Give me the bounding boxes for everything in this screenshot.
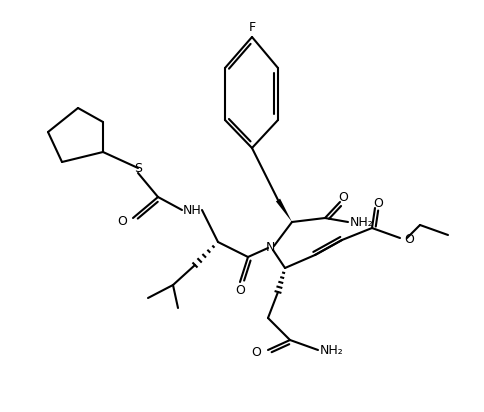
Text: F: F (248, 21, 255, 33)
Text: NH₂: NH₂ (319, 344, 343, 356)
Text: NH₂: NH₂ (349, 215, 373, 229)
Polygon shape (275, 199, 291, 222)
Text: O: O (235, 283, 244, 297)
Text: O: O (117, 215, 127, 227)
Text: O: O (372, 197, 382, 209)
Text: O: O (251, 346, 260, 358)
Text: NH: NH (182, 204, 201, 216)
Text: O: O (337, 190, 347, 204)
Text: S: S (134, 162, 142, 175)
Text: O: O (403, 232, 413, 246)
Text: N: N (265, 241, 274, 253)
